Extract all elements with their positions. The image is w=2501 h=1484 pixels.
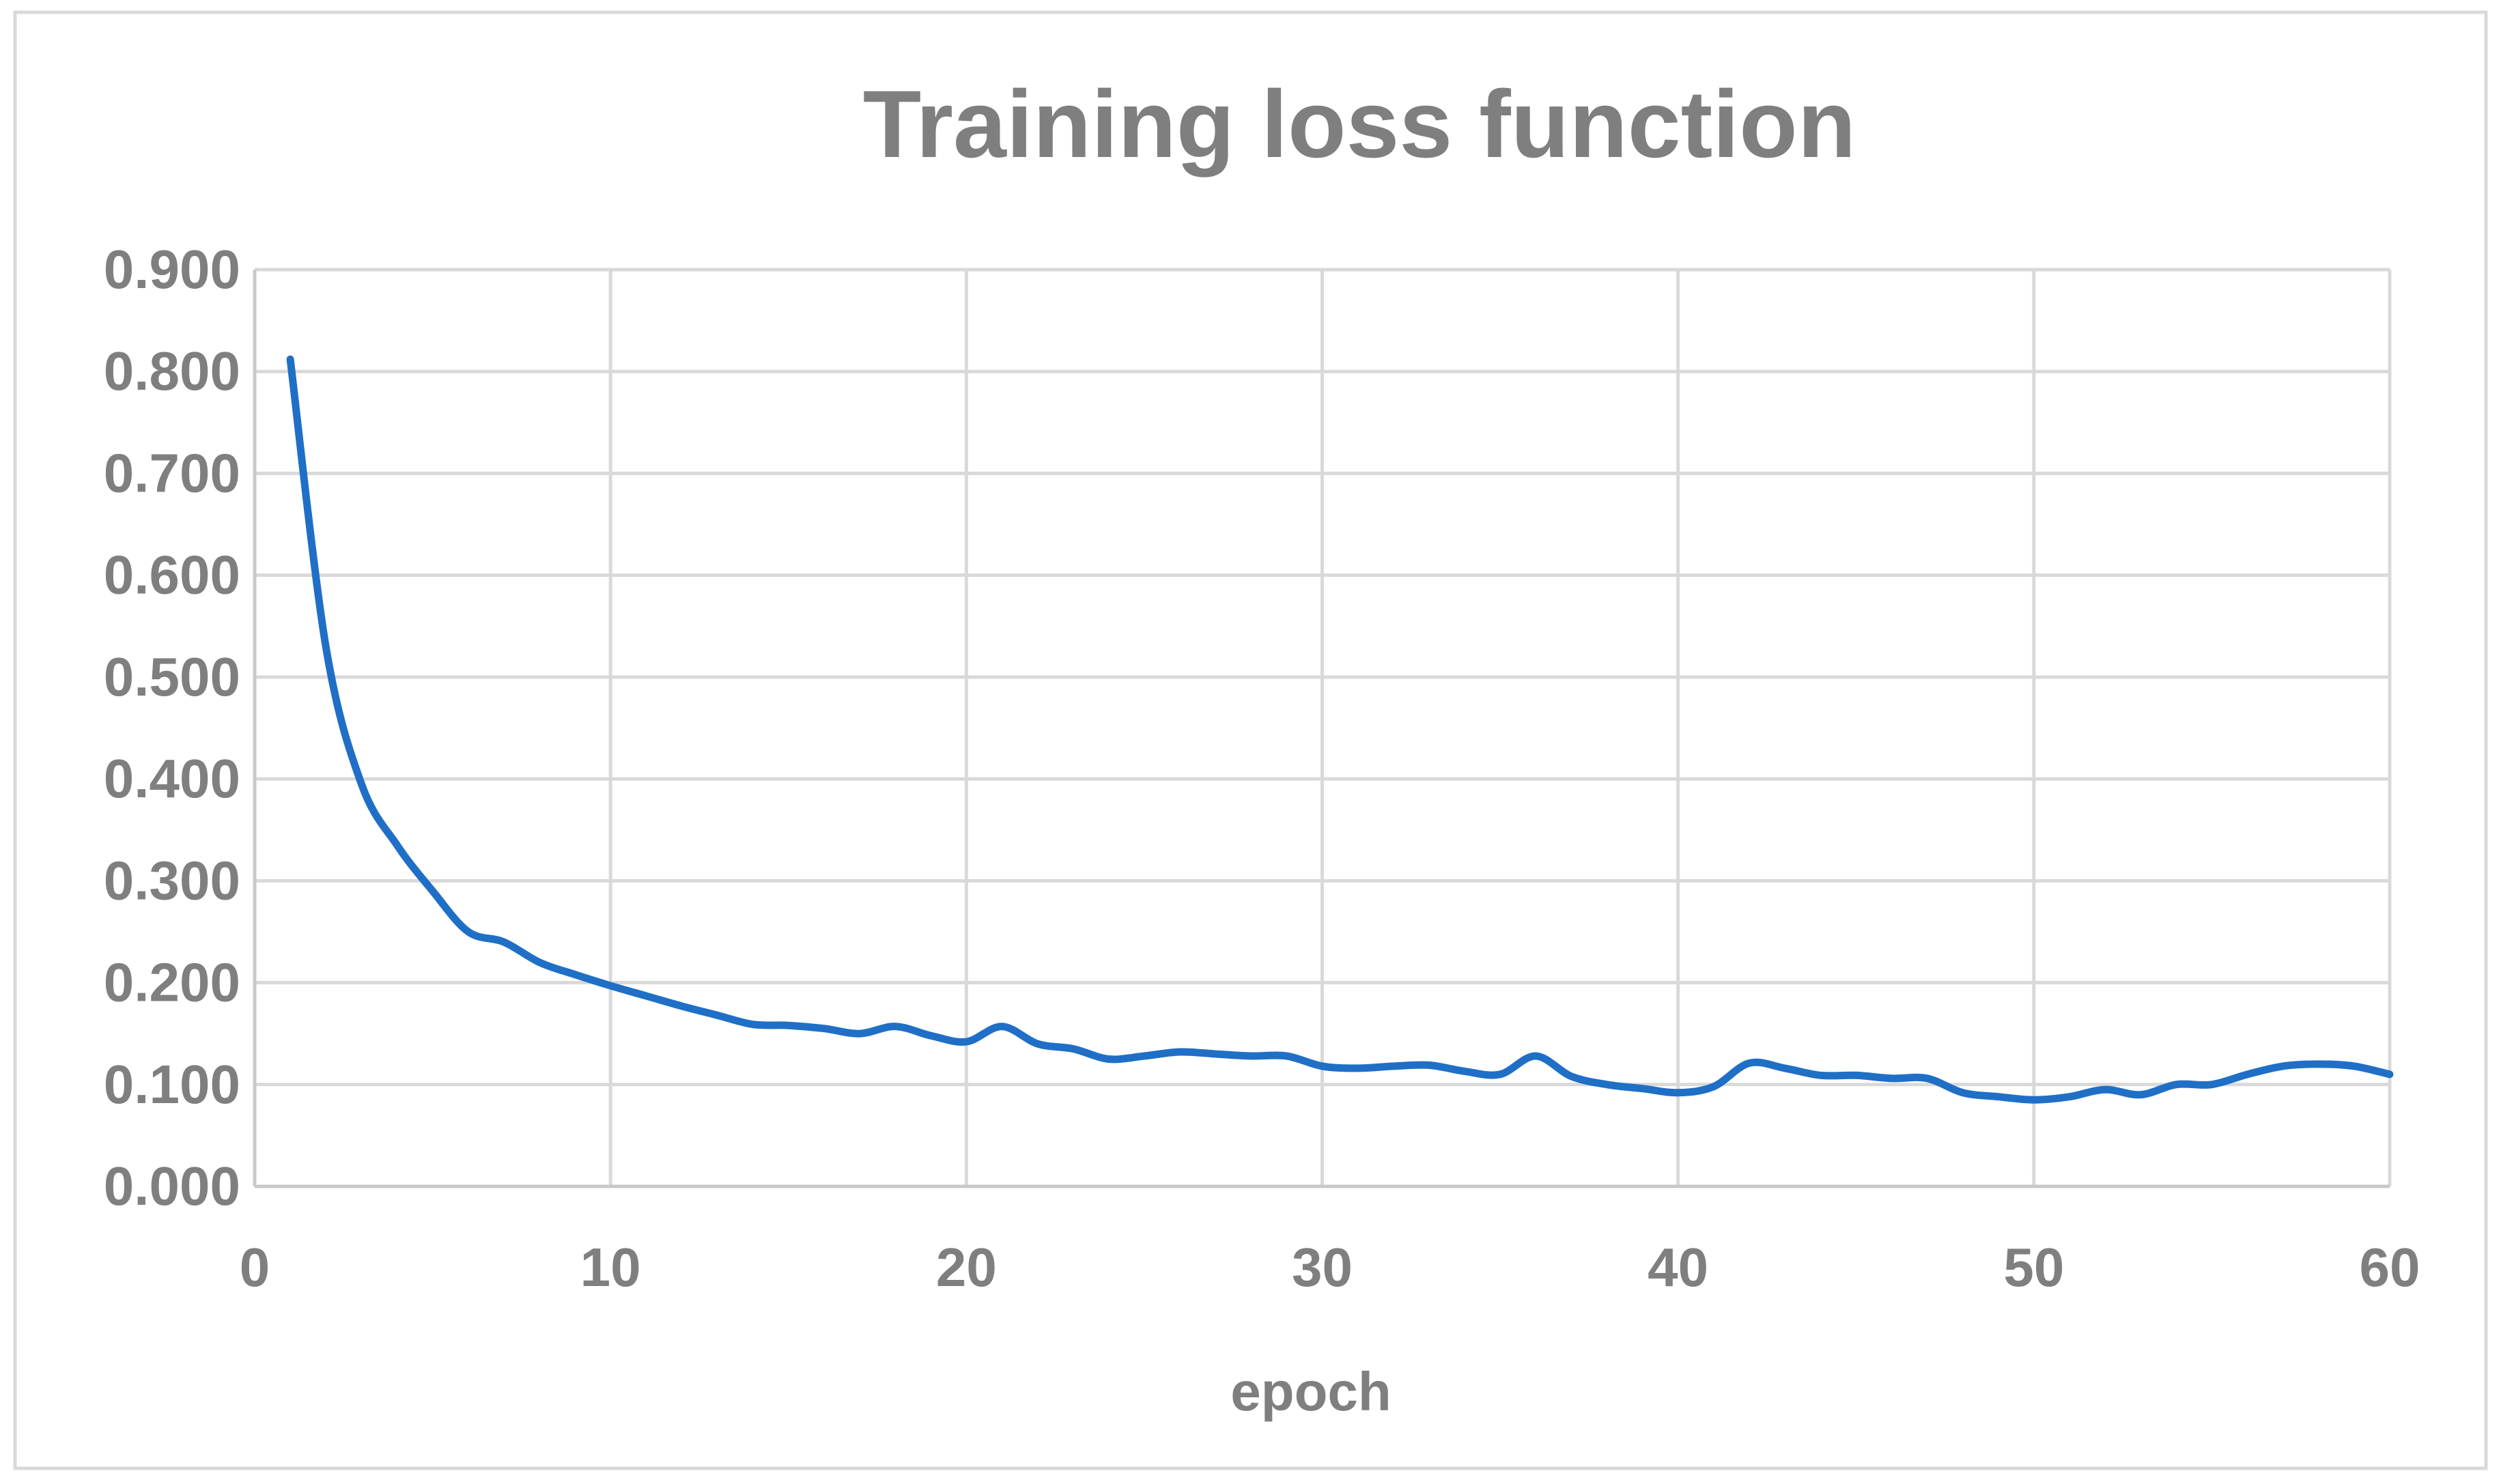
y-tick-label: 0.300: [104, 850, 240, 911]
x-tick-label: 40: [1648, 1237, 1708, 1298]
x-tick-label: 30: [1292, 1237, 1353, 1298]
x-tick-label: 20: [936, 1237, 997, 1298]
y-tick-label: 0.100: [104, 1054, 240, 1115]
series-line-training-loss: [286, 355, 2394, 1104]
y-tick-label: 0.200: [104, 952, 240, 1013]
x-tick-label: 10: [580, 1237, 641, 1298]
y-axis-tick-labels: 0.000 0.100 0.200 0.300 0.400 0.500 0.600 0.700…: [104, 239, 240, 1216]
y-tick-label: 0.400: [104, 748, 240, 809]
series-layer: [286, 355, 2394, 1104]
chart-title: Training loss function: [863, 70, 1856, 177]
axes: [253, 270, 2390, 1188]
x-tick-label: 60: [2360, 1237, 2420, 1298]
chart-border: [13, 10, 2488, 1470]
x-tick-label: 0: [240, 1237, 270, 1298]
y-tick-label: 0.000: [104, 1156, 240, 1216]
y-tick-label: 0.500: [104, 646, 240, 707]
y-tick-label: 0.700: [104, 442, 240, 503]
y-tick-label: 0.600: [104, 545, 240, 605]
x-axis-tick-labels: 0 10 20 30 40 50 60: [240, 1237, 2420, 1298]
x-axis-label: epoch: [1230, 1361, 1391, 1422]
y-tick-label: 0.800: [104, 341, 240, 401]
y-tick-label: 0.900: [104, 239, 240, 300]
gridlines: [255, 268, 2392, 1186]
x-tick-label: 50: [2003, 1237, 2064, 1298]
